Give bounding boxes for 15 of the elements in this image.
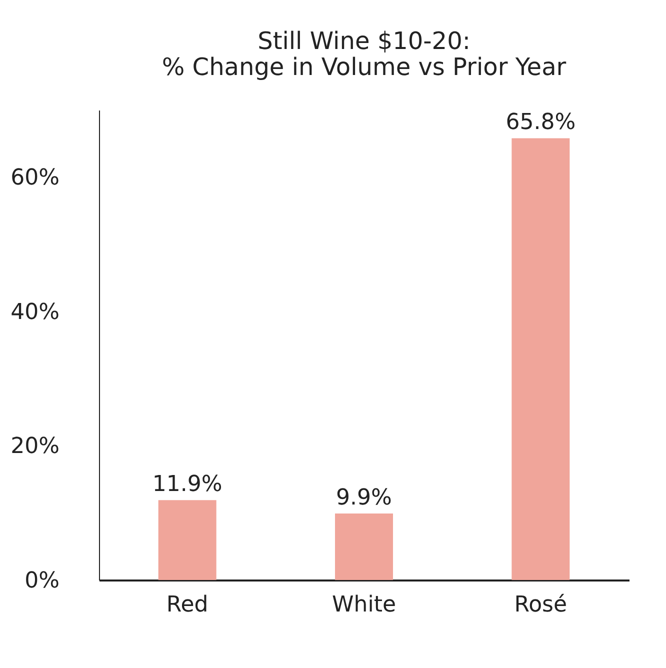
bar <box>512 138 570 580</box>
data-label: 65.8% <box>506 110 576 136</box>
x-tick-label: Rosé <box>514 592 568 618</box>
x-tick-label: Red <box>166 592 208 618</box>
data-label: 9.9% <box>336 486 392 511</box>
bar <box>335 514 393 580</box>
bar <box>158 500 216 580</box>
y-tick-label: 40% <box>10 300 60 325</box>
text: Still Wine $10-20: <box>258 27 470 55</box>
y-tick-label: 0% <box>24 568 60 594</box>
data-label: 11.9% <box>152 472 222 498</box>
x-tick-label: White <box>332 592 396 618</box>
text: % Change in Volume vs Prior Year <box>162 53 566 81</box>
y-tick-label: 20% <box>10 434 60 460</box>
y-tick-label: 60% <box>10 166 60 191</box>
